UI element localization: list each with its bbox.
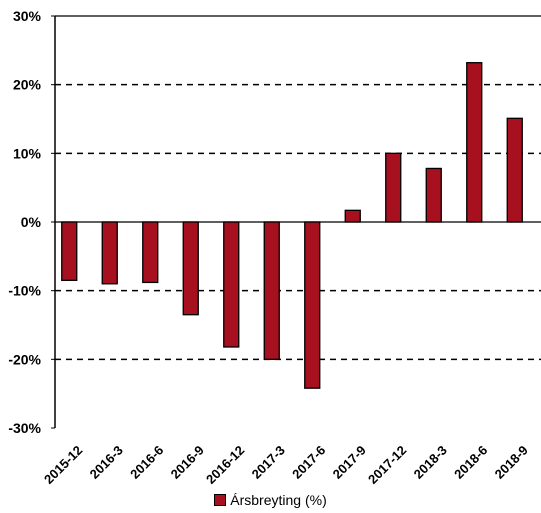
bar — [344, 209, 361, 223]
y-tick-label: 30% — [13, 8, 42, 24]
y-tick-label: 20% — [13, 77, 42, 93]
bar — [506, 117, 523, 223]
bar — [304, 221, 321, 389]
bar — [142, 221, 159, 284]
bar — [101, 221, 118, 285]
y-tick-label: -20% — [8, 351, 41, 367]
x-tick-label: 2016-9 — [168, 443, 207, 482]
y-tick-label: 0% — [21, 214, 42, 230]
y-tick-label: -10% — [8, 283, 41, 299]
y-tick-label: -30% — [8, 420, 41, 436]
bar — [425, 167, 442, 223]
x-tick-label: 2017-6 — [289, 443, 328, 482]
legend: Ársbreyting (%) — [0, 493, 541, 507]
bar — [182, 221, 199, 316]
legend-label: Ársbreyting (%) — [230, 492, 327, 508]
y-tick-label: 10% — [13, 145, 42, 161]
bar — [61, 221, 78, 282]
x-tick-label: 2016-3 — [87, 443, 126, 482]
x-tick-label: 2018-6 — [451, 443, 490, 482]
x-tick-label: 2016-12 — [203, 443, 247, 487]
legend-swatch — [214, 494, 227, 506]
bar — [466, 62, 483, 223]
x-tick-label: 2018-3 — [411, 443, 450, 482]
x-tick-label: 2017-12 — [365, 443, 409, 487]
x-tick-label: 2015-12 — [41, 443, 85, 487]
bar — [385, 152, 402, 223]
bar — [263, 221, 280, 360]
x-tick-label: 2018-9 — [492, 443, 531, 482]
bar — [223, 221, 240, 348]
x-tick-label: 2017-3 — [249, 443, 288, 482]
x-tick-label: 2017-9 — [330, 443, 369, 482]
x-tick-label: 2016-6 — [127, 443, 166, 482]
